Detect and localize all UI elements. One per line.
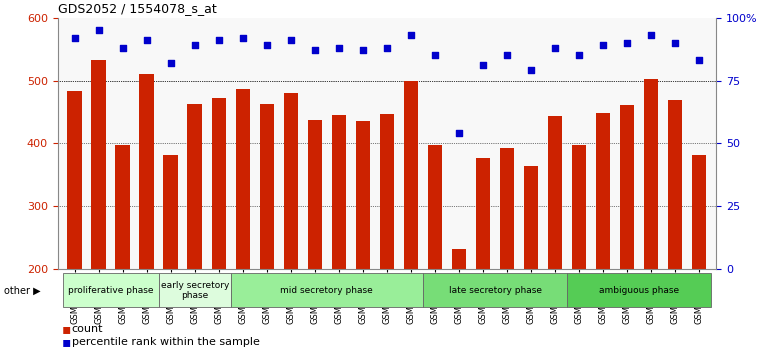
Point	[189, 42, 201, 48]
Point	[213, 38, 225, 43]
Text: GDS2052 / 1554078_s_at: GDS2052 / 1554078_s_at	[58, 2, 216, 15]
Bar	[500, 148, 514, 269]
Bar	[139, 74, 154, 269]
Bar	[308, 120, 322, 269]
Text: other ▶: other ▶	[4, 285, 41, 295]
Bar	[356, 121, 370, 269]
Point	[309, 47, 321, 53]
Bar	[567, 273, 711, 307]
Point	[333, 45, 345, 51]
Point	[116, 45, 129, 51]
Text: early secretory
phase: early secretory phase	[160, 281, 229, 300]
Point	[69, 35, 81, 41]
Bar	[259, 104, 274, 269]
Point	[165, 60, 177, 66]
Bar	[188, 104, 202, 269]
Point	[621, 40, 634, 46]
Text: ▪: ▪	[62, 335, 71, 349]
Bar	[620, 105, 634, 269]
Bar	[380, 114, 394, 269]
Bar	[524, 166, 538, 269]
Bar	[428, 145, 442, 269]
Bar	[548, 116, 562, 269]
Bar	[159, 273, 231, 307]
Text: count: count	[72, 324, 103, 334]
Point	[573, 52, 585, 58]
Bar	[67, 91, 82, 269]
Point	[236, 35, 249, 41]
Point	[357, 47, 369, 53]
Point	[669, 40, 681, 46]
Bar	[283, 93, 298, 269]
Text: ▪: ▪	[62, 322, 71, 336]
Text: ambiguous phase: ambiguous phase	[599, 286, 679, 295]
Point	[92, 27, 105, 33]
Bar	[116, 145, 130, 269]
Bar	[236, 89, 250, 269]
Bar	[668, 100, 682, 269]
Point	[260, 42, 273, 48]
Point	[380, 45, 393, 51]
Bar	[452, 249, 466, 269]
Point	[140, 38, 152, 43]
Bar	[231, 273, 423, 307]
Bar	[476, 159, 490, 269]
Bar	[403, 81, 418, 269]
Bar	[92, 60, 105, 269]
Bar	[644, 79, 658, 269]
Bar	[62, 273, 159, 307]
Point	[453, 131, 465, 136]
Point	[429, 52, 441, 58]
Point	[645, 33, 658, 38]
Bar	[212, 97, 226, 269]
Point	[525, 68, 537, 73]
Text: late secretory phase: late secretory phase	[449, 286, 541, 295]
Bar	[163, 155, 178, 269]
Point	[285, 38, 297, 43]
Bar	[332, 115, 346, 269]
Bar	[596, 113, 611, 269]
Point	[549, 45, 561, 51]
Bar	[572, 145, 586, 269]
Text: mid secretory phase: mid secretory phase	[280, 286, 373, 295]
Bar	[423, 273, 567, 307]
Point	[597, 42, 609, 48]
Point	[501, 52, 514, 58]
Point	[405, 33, 417, 38]
Text: percentile rank within the sample: percentile rank within the sample	[72, 337, 259, 347]
Point	[693, 58, 705, 63]
Bar	[692, 155, 707, 269]
Text: proliferative phase: proliferative phase	[68, 286, 153, 295]
Point	[477, 63, 489, 68]
